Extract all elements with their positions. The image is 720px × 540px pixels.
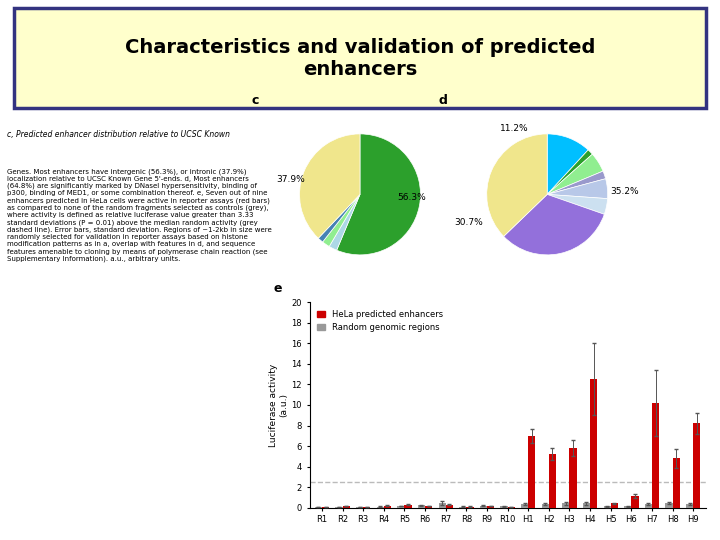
Text: 56.3%: 56.3% <box>397 193 426 202</box>
Wedge shape <box>318 194 360 242</box>
Bar <box>405 504 412 508</box>
Bar <box>652 403 660 508</box>
Text: 37.9%: 37.9% <box>276 176 305 184</box>
Bar <box>397 506 405 508</box>
Bar <box>549 454 556 508</box>
Y-axis label: Luciferase activity
(a.u.): Luciferase activity (a.u.) <box>269 363 289 447</box>
Bar <box>425 506 432 508</box>
Legend: DHS + p300 + MED1, DHS, DHS + p300, p300, DHS + MED1, MED1, p300 + MED1, None: DHS + p300 + MED1, DHS, DHS + p300, p300… <box>469 360 625 402</box>
Bar <box>590 379 598 508</box>
Wedge shape <box>547 179 608 199</box>
Bar <box>418 505 425 508</box>
Bar <box>583 503 590 508</box>
Bar <box>508 507 515 508</box>
Bar <box>541 504 549 508</box>
Bar <box>686 504 693 508</box>
Bar <box>384 505 391 508</box>
Bar <box>377 507 384 508</box>
Text: d: d <box>438 93 447 107</box>
Text: e: e <box>274 282 282 295</box>
Legend: Intergenic, Exon, 5' end, 3' end, Intron: Intergenic, Exon, 5' end, 3' end, Intron <box>310 333 410 375</box>
Bar <box>487 506 494 508</box>
Wedge shape <box>487 134 547 237</box>
Text: 11.2%: 11.2% <box>500 124 528 133</box>
Bar <box>631 496 639 508</box>
Wedge shape <box>547 194 608 214</box>
Bar <box>693 423 701 508</box>
Bar <box>480 505 487 508</box>
Bar <box>438 503 446 508</box>
Wedge shape <box>547 171 606 194</box>
Bar <box>644 504 652 508</box>
Text: 30.7%: 30.7% <box>454 218 483 227</box>
Bar <box>570 448 577 508</box>
Bar <box>672 458 680 508</box>
Text: Genes. Most enhancers have intergenic (56.3%), or intronic (37.9%)
localization : Genes. Most enhancers have intergenic (5… <box>7 168 272 262</box>
Bar <box>500 507 508 508</box>
Wedge shape <box>337 134 420 255</box>
Bar <box>446 504 453 508</box>
Text: c: c <box>251 93 258 107</box>
Bar <box>624 506 631 508</box>
Wedge shape <box>504 194 604 255</box>
Bar <box>467 507 474 508</box>
Bar <box>459 507 467 508</box>
Bar <box>521 504 528 508</box>
FancyBboxPatch shape <box>14 8 706 108</box>
Wedge shape <box>300 134 360 238</box>
Wedge shape <box>547 134 588 194</box>
Wedge shape <box>323 194 360 246</box>
Legend: HeLa predicted enhancers, Random genomic regions: HeLa predicted enhancers, Random genomic… <box>314 307 446 335</box>
Wedge shape <box>547 154 603 194</box>
Wedge shape <box>329 194 360 250</box>
Bar <box>562 503 570 508</box>
Bar <box>528 436 536 508</box>
Text: 35.2%: 35.2% <box>611 187 639 197</box>
Text: Characteristics and validation of predicted
enhancers: Characteristics and validation of predic… <box>125 38 595 78</box>
Bar <box>343 506 350 508</box>
Bar <box>603 507 611 508</box>
Bar <box>611 503 618 508</box>
Bar <box>665 503 672 508</box>
Wedge shape <box>547 150 593 194</box>
Text: c, Predicted enhancer distribution relative to UCSC Known: c, Predicted enhancer distribution relat… <box>7 130 230 139</box>
